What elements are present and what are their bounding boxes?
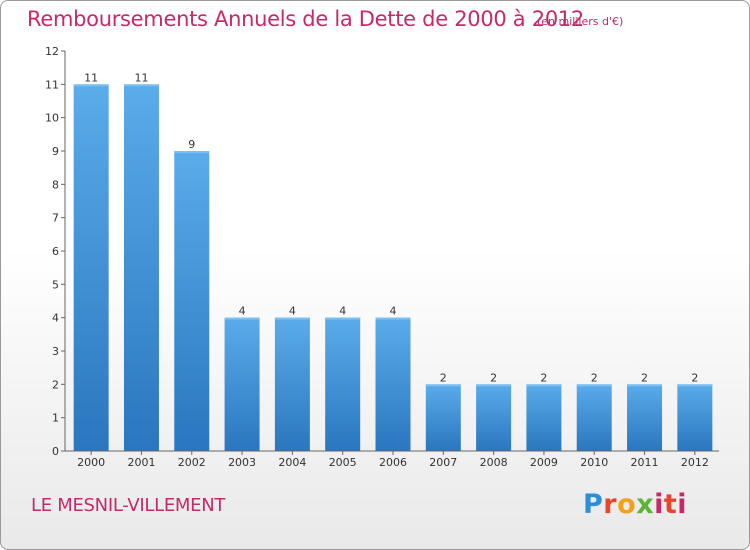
bar-highlight	[627, 384, 663, 387]
bar-highlight	[425, 384, 461, 387]
logo-letter: x	[636, 489, 655, 520]
bar	[476, 384, 512, 451]
bar-data-label: 4	[239, 305, 246, 318]
bar-data-label: 2	[440, 371, 447, 384]
bar-highlight	[325, 317, 361, 320]
y-tick-label: 2	[52, 378, 59, 391]
proxiti-logo: Proxiti	[583, 489, 687, 520]
y-tick-label: 7	[52, 212, 59, 225]
bar	[627, 384, 663, 451]
logo-letter: P	[583, 489, 604, 520]
x-tick-label: 2002	[178, 456, 206, 469]
bar-data-label: 4	[390, 305, 397, 318]
bar-data-label: 2	[591, 371, 598, 384]
y-tick-label: 5	[52, 278, 59, 291]
x-tick-label: 2009	[530, 456, 558, 469]
bar-highlight	[526, 384, 562, 387]
y-tick-label: 10	[45, 112, 59, 125]
bar-data-label: 11	[84, 71, 98, 84]
logo-letter: r	[603, 489, 618, 520]
bar-highlight	[576, 384, 612, 387]
bar-highlight	[274, 317, 310, 320]
x-tick-label: 2007	[429, 456, 457, 469]
bar	[73, 84, 109, 451]
bar-highlight	[73, 84, 109, 87]
bar	[325, 317, 361, 451]
bar-data-label: 2	[540, 371, 547, 384]
logo-letter: i	[677, 489, 688, 520]
bar	[274, 317, 310, 451]
bar	[576, 384, 612, 451]
logo-letter: o	[617, 489, 637, 520]
y-tick-label: 9	[52, 145, 59, 158]
bar-highlight	[375, 317, 411, 320]
x-tick-label: 2004	[278, 456, 306, 469]
bar	[526, 384, 562, 451]
y-tick-label: 6	[52, 245, 59, 258]
bar-highlight	[677, 384, 713, 387]
bar-highlight	[123, 84, 159, 87]
logo-letter: i	[654, 489, 664, 520]
bar-highlight	[476, 384, 512, 387]
x-tick-label: 2012	[681, 456, 709, 469]
bar	[375, 317, 411, 451]
chart-title: Remboursements Annuels de la Dette de 20…	[27, 7, 584, 31]
bar-data-label: 4	[289, 305, 296, 318]
y-tick-label: 3	[52, 345, 59, 358]
bar	[174, 151, 210, 451]
bar-data-label: 4	[339, 305, 346, 318]
bar-data-label: 11	[134, 71, 148, 84]
x-tick-label: 2008	[480, 456, 508, 469]
x-tick-label: 2000	[77, 456, 105, 469]
x-tick-label: 2001	[127, 456, 155, 469]
y-tick-label: 4	[52, 312, 59, 325]
bar	[123, 84, 159, 451]
chart-subtitle: (en milliers d'€)	[537, 15, 624, 28]
bar-highlight	[174, 151, 210, 153]
x-tick-label: 2003	[228, 456, 256, 469]
y-tick-label: 1	[52, 412, 59, 425]
bar-data-label: 2	[490, 371, 497, 384]
location-label: LE MESNIL-VILLEMENT	[31, 495, 226, 516]
x-tick-label: 2005	[329, 456, 357, 469]
x-tick-label: 2006	[379, 456, 407, 469]
bars-group: 11 11 9 4 4 4 4 2 2 2 2 2 2	[73, 71, 713, 451]
y-tick-label: 12	[45, 45, 59, 58]
x-axis: 2000 2001 2002 2003 2004 2005 2006 2007 2008 2009…	[65, 450, 719, 469]
bar-data-label: 9	[188, 138, 195, 151]
y-tick-label: 8	[52, 178, 59, 191]
x-tick-label: 2010	[580, 456, 608, 469]
bar-data-label: 2	[641, 371, 648, 384]
y-tick-label: 11	[45, 78, 59, 91]
bar	[425, 384, 461, 451]
bar-data-label: 2	[691, 371, 698, 384]
y-tick-label: 0	[52, 445, 59, 458]
bar-highlight	[224, 317, 260, 320]
bar	[677, 384, 713, 451]
bar	[224, 317, 260, 451]
x-tick-label: 2011	[631, 456, 659, 469]
logo-letter: t	[663, 489, 678, 520]
